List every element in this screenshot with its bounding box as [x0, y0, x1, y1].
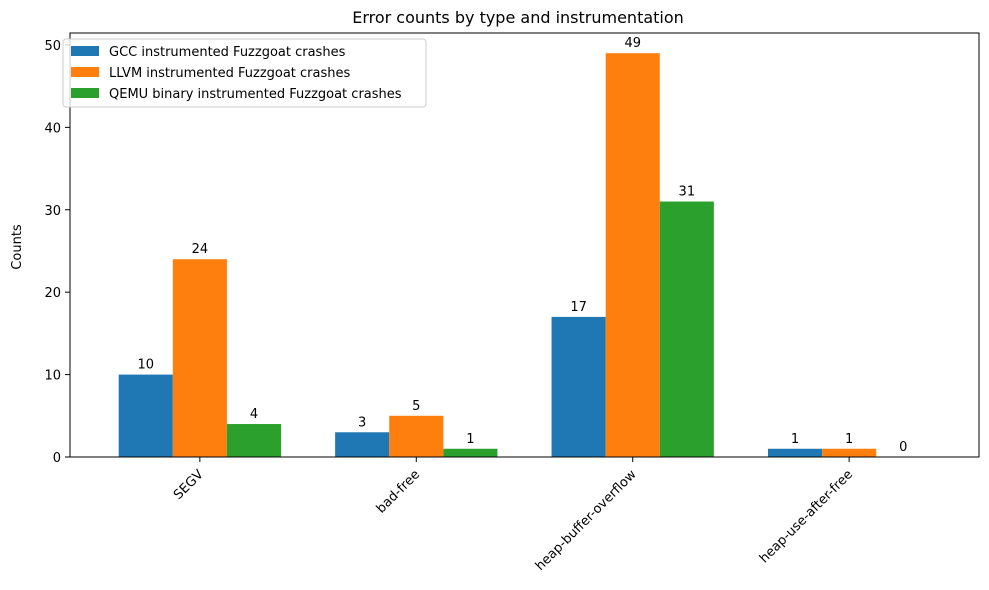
data-label: 31: [679, 185, 696, 200]
legend-swatch: [71, 67, 99, 77]
chart-title: Error counts by type and instrumentation: [352, 8, 684, 27]
bar: [389, 415, 444, 457]
bars-layer: [118, 53, 877, 457]
y-tick-label: 0: [53, 451, 61, 466]
bar: [226, 424, 282, 457]
legend-label: QEMU binary instrumented Fuzzgoat crashe…: [109, 87, 402, 102]
y-tick-label: 30: [44, 204, 61, 219]
data-label: 1: [845, 432, 853, 447]
data-label: 3: [358, 415, 366, 430]
bar: [659, 201, 714, 457]
legend-swatch: [71, 88, 99, 98]
bar: [118, 374, 173, 457]
data-label: 1: [466, 432, 474, 447]
y-tick-label: 40: [44, 121, 61, 136]
data-label: 5: [412, 399, 420, 414]
data-label: 4: [250, 407, 258, 422]
data-label: 49: [624, 36, 641, 51]
bar: [335, 432, 390, 457]
data-label: 1: [791, 432, 799, 447]
plot-frame: [69, 32, 980, 458]
bar: [822, 448, 877, 457]
legend-label: GCC instrumented Fuzzgoat crashes: [109, 45, 346, 60]
legend-frame: [62, 38, 427, 108]
bar: [443, 448, 498, 457]
data-label: 10: [137, 358, 154, 373]
legend-swatch: [71, 46, 99, 56]
data-label: 17: [570, 300, 587, 315]
bar: [172, 259, 227, 457]
data-label: 24: [192, 242, 209, 257]
y-axis-label: Counts: [10, 224, 25, 270]
y-tick-label: 50: [44, 39, 61, 54]
y-tick-label: 20: [44, 286, 61, 301]
bar: [605, 53, 660, 457]
y-tick-label: 10: [44, 369, 61, 384]
legend: GCC instrumented Fuzzgoat crashes LLVM in…: [62, 38, 427, 108]
bar: [767, 448, 823, 457]
bar: [551, 316, 606, 457]
data-label: 0: [899, 440, 907, 455]
legend-label: LLVM instrumented Fuzzgoat crashes: [109, 66, 351, 81]
